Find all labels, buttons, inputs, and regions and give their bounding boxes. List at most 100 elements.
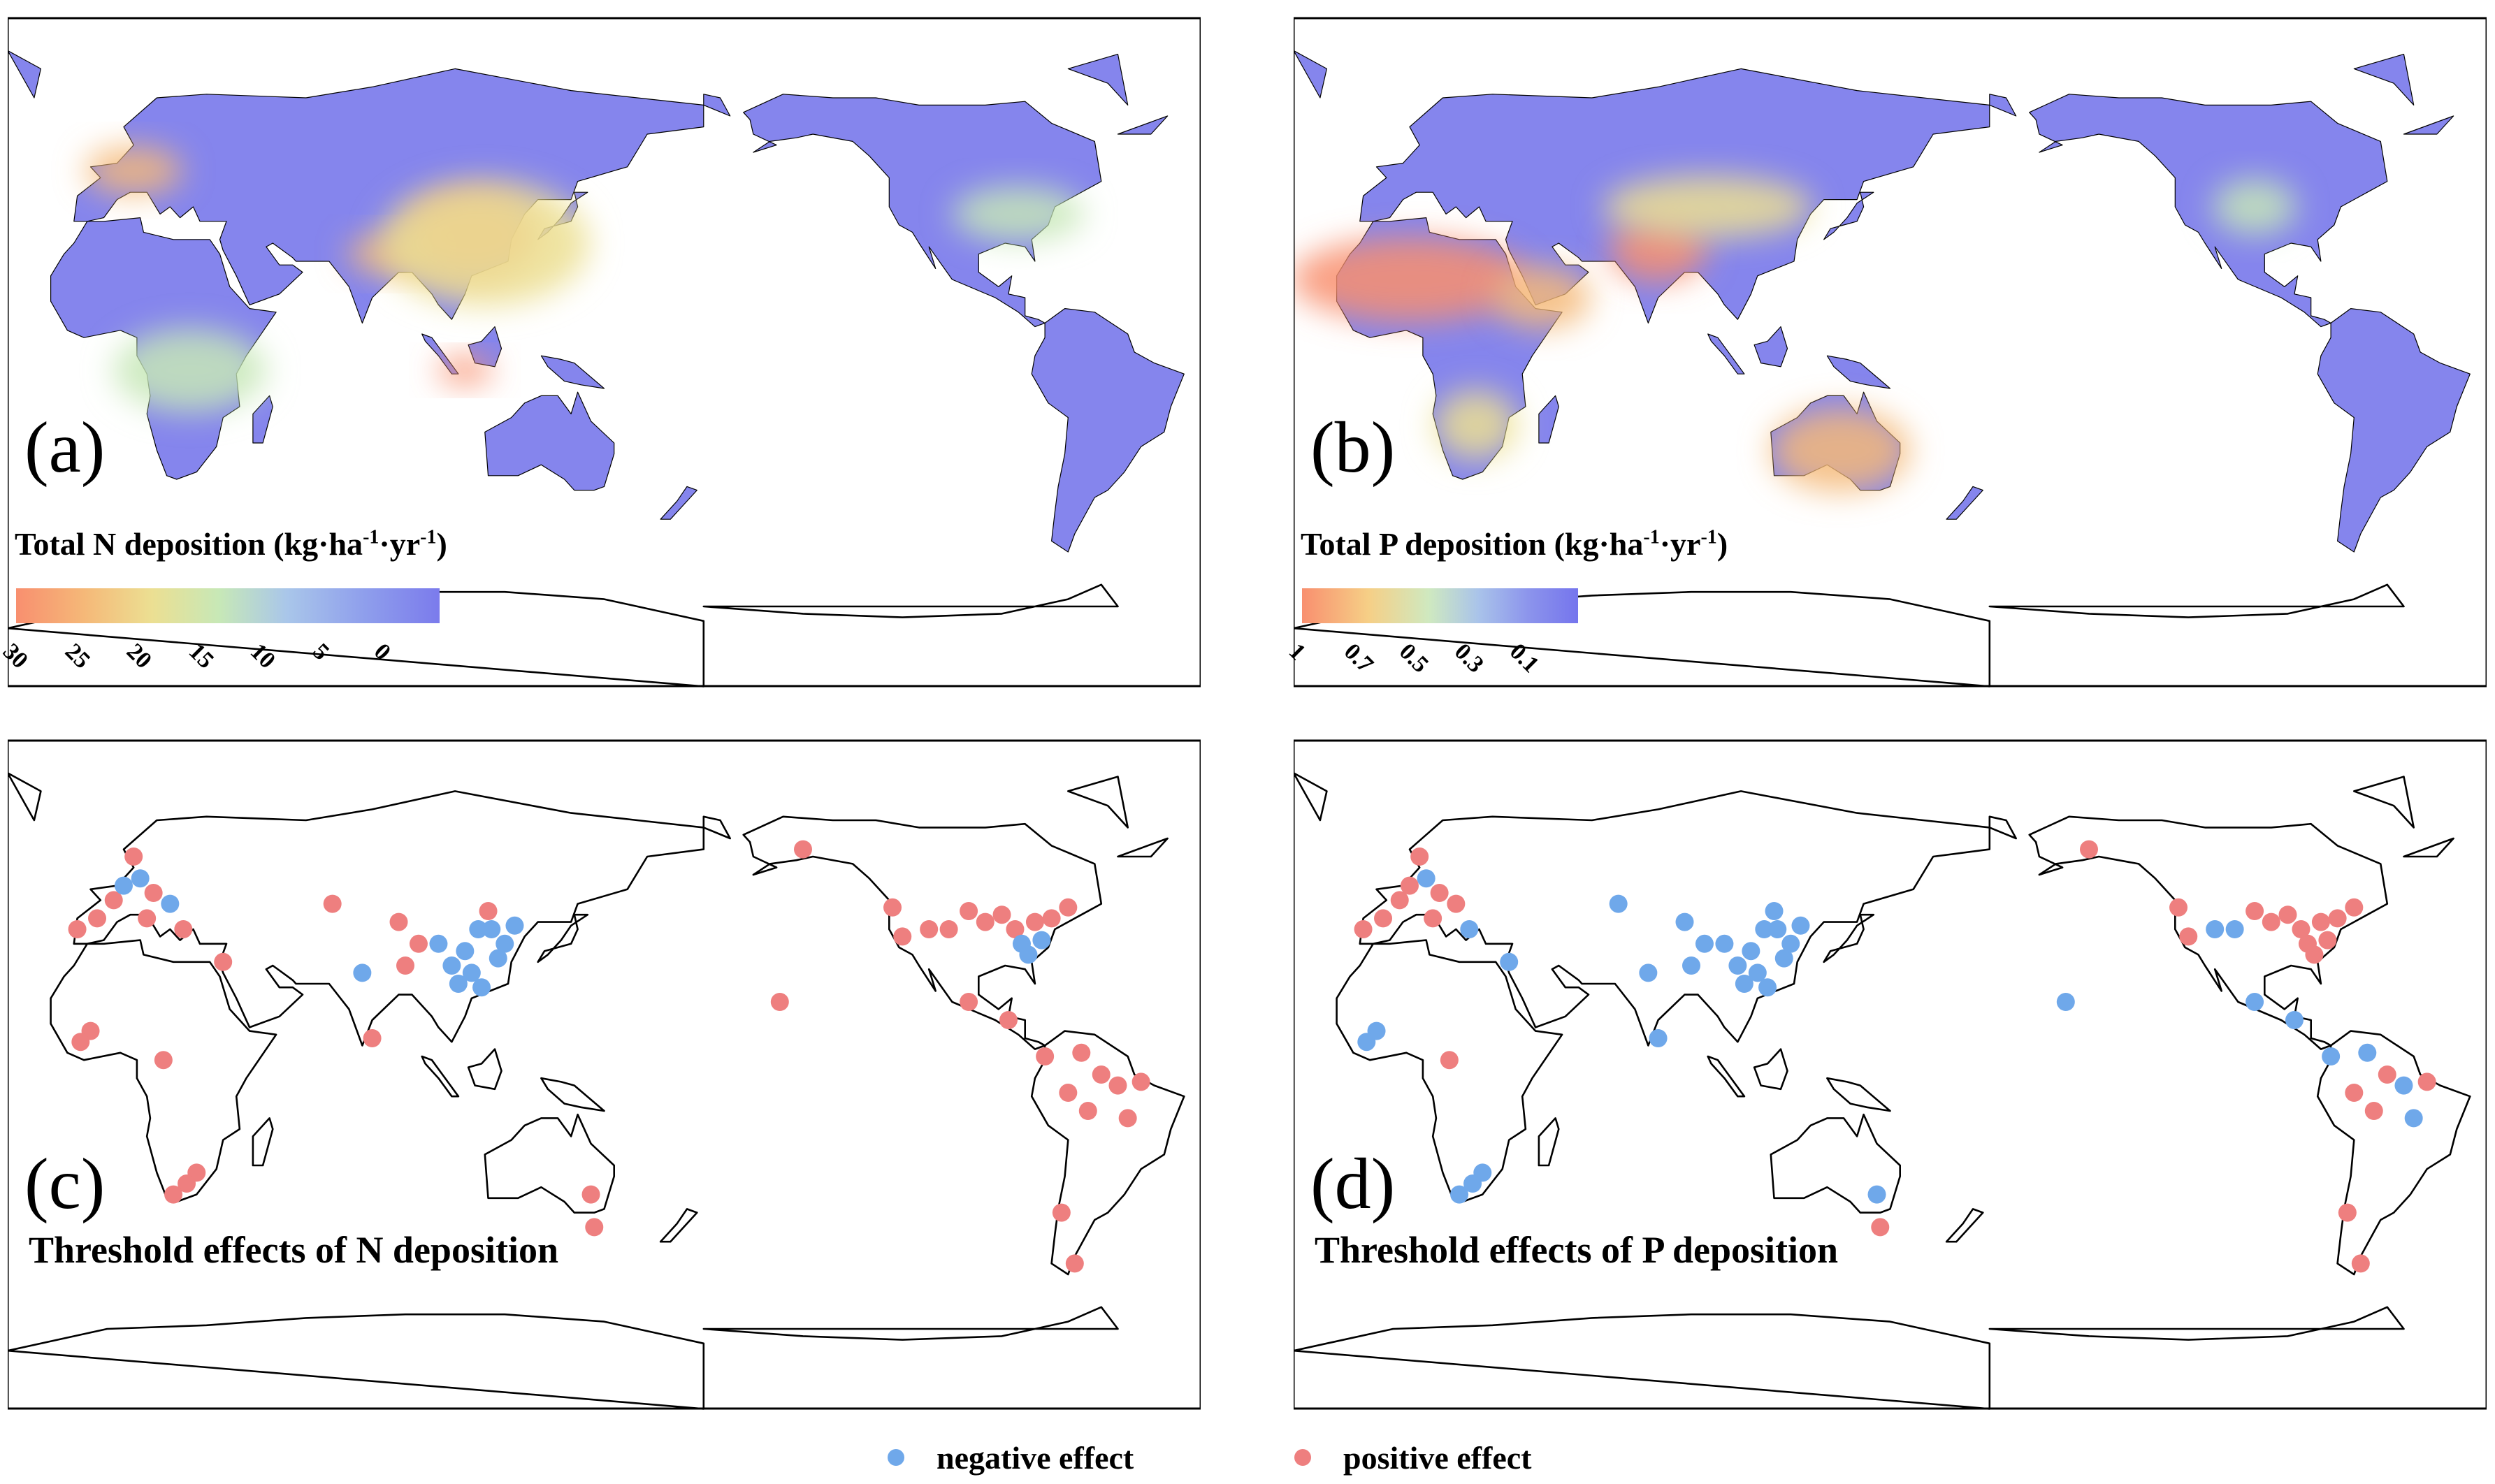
colorbar-title-exponent: -1 [1700, 526, 1717, 548]
site-negative-effect [2404, 1109, 2423, 1128]
site-negative-effect [2056, 993, 2075, 1011]
landmass-samerica [2317, 308, 2471, 553]
landmass-africa [1336, 939, 1563, 1203]
site-positive-effect [770, 993, 789, 1011]
site-negative-effect [131, 869, 150, 888]
colorbar-title-mid: ·yr [1659, 526, 1701, 562]
site-negative-effect [1755, 920, 1774, 938]
site-negative-effect [1032, 931, 1051, 950]
site-negative-effect [1639, 963, 1658, 982]
landmass-sumatra [421, 1055, 460, 1098]
landmass-japan [1823, 191, 1874, 240]
colorbar-title-p: Total P deposition (kg·ha-1·yr-1) [1301, 525, 1728, 562]
landmass-madagascar [252, 395, 273, 444]
site-negative-effect [1609, 894, 1628, 913]
landmass-australia [484, 1113, 615, 1214]
site-positive-effect [2311, 912, 2330, 931]
site-positive-effect [999, 1011, 1018, 1029]
site-positive-effect [164, 1185, 183, 1204]
site-positive-effect [992, 905, 1011, 924]
site-positive-effect [2292, 920, 2310, 938]
panel-n-deposition-map: (a) Total N deposition (kg·ha-1·yr-1) 30… [0, 17, 1201, 694]
colorbar-title-exponent: -1 [1643, 526, 1660, 548]
landmass-australia [1770, 1113, 1901, 1214]
site-negative-effect [1791, 916, 1810, 935]
site-negative-effect [1500, 952, 1519, 971]
site-positive-effect [1374, 909, 1393, 928]
site-negative-effect [1867, 1185, 1886, 1204]
landmass-newzealand [659, 1208, 698, 1243]
site-positive-effect [2417, 1072, 2436, 1091]
site-positive-effect [2378, 1065, 2396, 1084]
site-positive-effect [178, 1174, 196, 1193]
site-negative-effect [2206, 920, 2225, 938]
site-positive-effect [104, 891, 123, 910]
colorbar-title-exponent: -1 [363, 526, 379, 548]
colorbar-title-suffix: ) [1716, 526, 1728, 562]
site-positive-effect [581, 1185, 600, 1204]
colorbar-title-n: Total N deposition (kg·ha-1·yr-1) [15, 525, 447, 562]
panel-n-threshold-map: (c) Threshold effects of N deposition [8, 739, 1201, 1417]
landmass-japan [537, 913, 589, 963]
site-negative-effect [1735, 975, 1753, 993]
site-positive-effect [976, 912, 995, 931]
site-positive-effect [409, 934, 428, 953]
panel-label-d: (d) [1310, 1144, 1396, 1224]
negative-effect-marker [888, 1449, 904, 1466]
panel-label-a: (a) [24, 407, 106, 488]
site-negative-effect [472, 978, 491, 997]
site-positive-effect [2179, 927, 2198, 946]
site-positive-effect [363, 1029, 382, 1047]
landmass-antarctica [8, 1306, 1119, 1410]
colorbar-title-prefix: Total P deposition (kg·ha [1301, 526, 1644, 562]
site-positive-effect [1108, 1076, 1127, 1095]
landmass-eurasia [1359, 790, 1991, 1047]
n-threshold-map [8, 739, 1201, 1410]
site-positive-effect [174, 920, 193, 938]
site-positive-effect [2169, 898, 2188, 917]
landmass-greenland [1294, 772, 2454, 858]
map-title-p-threshold: Threshold effects of P deposition [1315, 1229, 1839, 1271]
deposition-hotspot [1294, 238, 1528, 321]
deposition-hotspot [1603, 175, 1813, 238]
site-positive-effect [214, 952, 233, 971]
site-negative-effect [1728, 956, 1747, 975]
site-negative-effect [1417, 869, 1435, 888]
site-positive-effect [1006, 920, 1025, 938]
site-negative-effect [1758, 978, 1777, 997]
landmass-chukotka [702, 815, 731, 840]
site-positive-effect [920, 920, 939, 938]
landmass-chukotka [1988, 815, 2017, 840]
site-positive-effect [2262, 912, 2280, 931]
deposition-hotspot [1493, 266, 1591, 329]
site-negative-effect [482, 920, 501, 938]
positive-effect-marker [1294, 1449, 1311, 1466]
deposition-hotspot [2213, 179, 2297, 235]
landmass-newguinea [1826, 1077, 1891, 1112]
site-negative-effect [449, 975, 468, 993]
map-frame [1294, 739, 2487, 1410]
site-negative-effect [1781, 934, 1800, 953]
landmass-greenland [8, 50, 1169, 135]
site-negative-effect [1463, 1174, 1482, 1193]
site-positive-effect [1871, 1218, 1890, 1237]
landmass-samerica [1031, 308, 1185, 553]
site-positive-effect [1424, 909, 1442, 928]
site-negative-effect [2285, 1011, 2304, 1029]
site-positive-effect [88, 909, 107, 928]
site-negative-effect [2225, 920, 2244, 938]
map-frame [8, 739, 1201, 1410]
site-positive-effect [883, 898, 902, 917]
site-positive-effect [1447, 894, 1466, 913]
landmass-newzealand [1946, 486, 1983, 520]
landmass-newzealand [660, 486, 697, 520]
landmass-greenland [1294, 50, 2454, 135]
site-negative-effect [1675, 912, 1694, 931]
landmass-sumatra [1707, 333, 1745, 374]
site-negative-effect [442, 956, 461, 975]
site-positive-effect [2246, 902, 2264, 920]
landmass-africa [50, 939, 277, 1203]
p-threshold-map [1294, 739, 2487, 1410]
site-positive-effect [1059, 898, 1078, 917]
